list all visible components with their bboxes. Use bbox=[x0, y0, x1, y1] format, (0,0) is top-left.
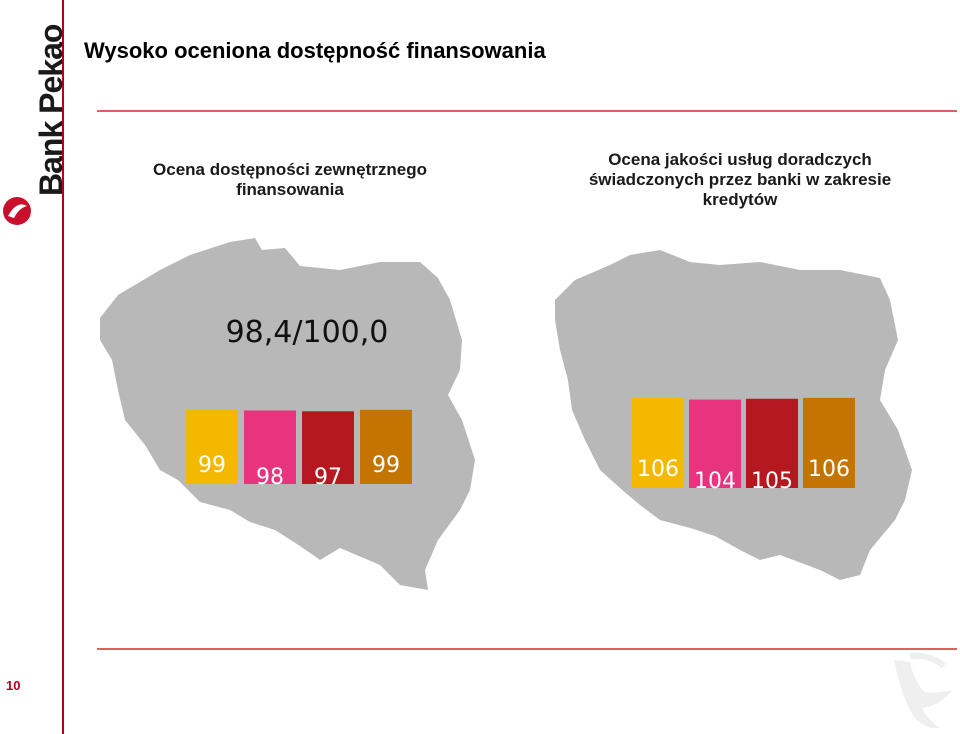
bar-group-left: 99 98 97 99 bbox=[186, 409, 412, 490]
score-annotation-left: 98,4/100,0 bbox=[226, 315, 389, 350]
bar-left-2 bbox=[244, 410, 296, 484]
bar-label-right-2: 104 bbox=[694, 469, 736, 494]
bar-label-left-3: 97 bbox=[314, 465, 342, 490]
decorative-watermark-icon bbox=[894, 652, 952, 729]
header-divider bbox=[97, 110, 957, 112]
bar-label-left-4: 99 bbox=[372, 453, 400, 478]
bar-label-right-1: 106 bbox=[637, 457, 679, 482]
bar-right-4 bbox=[803, 397, 855, 488]
bar-label-right-3: 105 bbox=[751, 469, 793, 494]
bar-right-1 bbox=[632, 397, 684, 488]
chart-title-right: Ocena jakości usług doradczych świadczon… bbox=[588, 150, 892, 209]
sidebar-divider bbox=[62, 0, 64, 734]
bar-group-right: 106 104 105 106 bbox=[632, 397, 855, 494]
bar-right-2 bbox=[689, 399, 741, 488]
bar-left-4 bbox=[360, 409, 412, 484]
pekao-logo-icon bbox=[3, 197, 31, 225]
bar-label-right-4: 106 bbox=[808, 457, 850, 482]
bar-left-1 bbox=[186, 409, 238, 484]
page-title: Wysoko oceniona dostępność finansowania bbox=[84, 38, 546, 63]
bar-left-3 bbox=[302, 411, 354, 484]
footer-divider bbox=[97, 648, 957, 650]
bar-label-left-2: 98 bbox=[256, 465, 284, 490]
chart-title-left: Ocena dostępności zewnętrznego finansowa… bbox=[153, 160, 427, 199]
page-number: 10 bbox=[6, 678, 21, 693]
bar-right-3 bbox=[746, 398, 798, 488]
bar-label-left-1: 99 bbox=[198, 453, 226, 478]
